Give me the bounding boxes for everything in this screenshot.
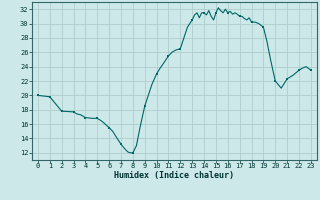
X-axis label: Humidex (Indice chaleur): Humidex (Indice chaleur) <box>115 171 234 180</box>
